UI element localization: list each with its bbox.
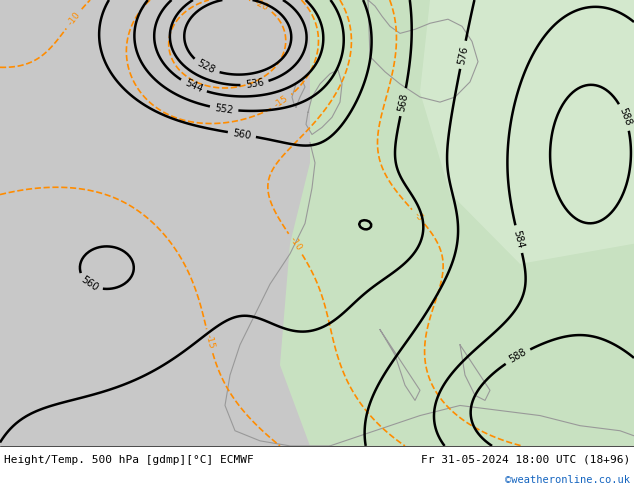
Text: 528: 528 [196, 58, 217, 76]
Text: 588: 588 [507, 347, 528, 365]
Text: 544: 544 [183, 78, 204, 95]
Polygon shape [0, 0, 634, 446]
Text: -5: -5 [412, 210, 425, 223]
Text: -10: -10 [288, 236, 303, 253]
Text: 584: 584 [512, 229, 526, 249]
Text: 576: 576 [456, 45, 470, 65]
Text: Height/Temp. 500 hPa [gdmp][°C] ECMWF: Height/Temp. 500 hPa [gdmp][°C] ECMWF [4, 455, 254, 465]
Text: -15: -15 [273, 94, 290, 110]
Text: ©weatheronline.co.uk: ©weatheronline.co.uk [505, 475, 630, 485]
Text: 560: 560 [232, 128, 252, 141]
Text: 588: 588 [617, 107, 633, 127]
Text: -10: -10 [66, 10, 82, 27]
Polygon shape [420, 0, 634, 264]
Text: Fr 31-05-2024 18:00 UTC (18+96): Fr 31-05-2024 18:00 UTC (18+96) [421, 455, 630, 465]
Text: 568: 568 [396, 92, 410, 112]
Text: -20: -20 [253, 0, 270, 12]
Text: 552: 552 [214, 103, 234, 115]
Text: 560: 560 [79, 274, 100, 294]
Polygon shape [280, 0, 634, 446]
Text: 536: 536 [245, 78, 264, 90]
Text: -15: -15 [204, 333, 216, 349]
